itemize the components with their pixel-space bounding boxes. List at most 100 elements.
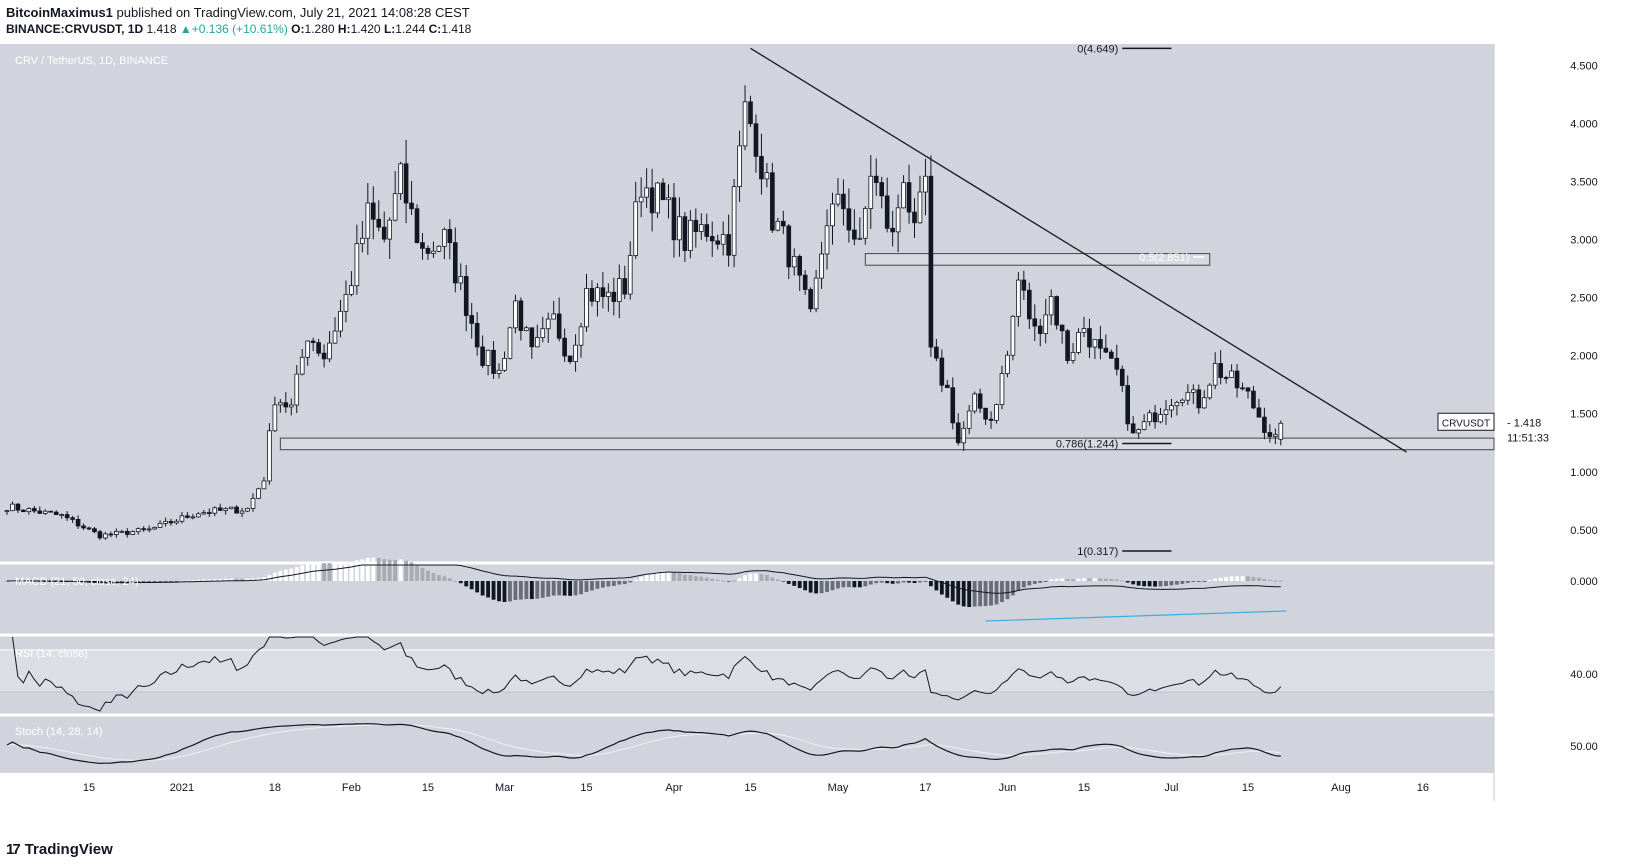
time-tick-label: 17 [919,782,931,794]
price-tick-label: 2.500 [1570,293,1598,305]
macd-histogram-bar [322,563,326,581]
price-axis[interactable]: 4.500 4.000 3.500 3.000 2.500 2.000 1.500 1.000… [1437,61,1598,537]
chart-canvas[interactable]: 0(4.649) 0.5(2.851) 0.786(1.244) 1(0.317) 4… [0,44,1627,833]
candle-body [890,227,895,233]
candle-body [1185,391,1191,401]
macd-histogram-bar [267,575,272,581]
candle-body [584,288,589,328]
macd-histogram-bar [469,581,474,590]
candle-body [185,515,190,518]
candle-body [622,278,628,295]
macd-histogram-bar [1032,581,1037,584]
candle-body [42,510,48,514]
macd-histogram-bar [365,557,370,581]
macd-histogram-bar [568,581,573,596]
candle-body [1016,279,1021,317]
candle-body [709,236,715,242]
macd-histogram-bar [846,581,851,588]
candle-body [649,187,655,214]
tradingview-logo-text: TradingView [24,841,113,858]
macd-histogram-bar [458,581,463,584]
candle-body [228,506,234,510]
price-tick-label: 0.500 [1570,525,1598,537]
candle-body [573,344,578,362]
candle-body [1240,387,1245,390]
fib-label-2: 0.786(1.244) [1056,438,1118,450]
macd-histogram-bar [1224,577,1229,581]
candle-body [666,197,671,201]
candle-body [545,318,551,330]
trendline-layer [750,47,1407,453]
macd-histogram-bar [1010,581,1015,596]
macd-histogram-bar [382,559,387,581]
candle-body [1021,279,1027,291]
price-tick-label: 4.000 [1570,119,1598,131]
price-tick-label: 4.500 [1570,61,1598,73]
time-axis-area [0,773,1627,801]
candle-body [813,277,819,310]
tradingview-logo[interactable]: 17 TradingView [6,841,113,858]
candle-body [567,355,573,362]
macd-histogram-bar [486,581,491,598]
high-value: 1.420 [350,22,381,36]
macd-histogram-bar [5,581,9,582]
macd-histogram-bar [524,581,529,600]
macd-histogram-bar [546,581,551,597]
macd-histogram-bar [1169,581,1174,586]
macd-histogram-bar [983,581,988,607]
time-axis[interactable]: 15 2021 18 Feb 15 Mar 15 Apr 15 May 17 Jun 15 Jul 15 Au… [83,782,1429,794]
macd-histogram-bar [868,581,873,585]
candle-body [950,387,956,424]
author-name[interactable]: BitcoinMaximus1 [6,5,113,20]
macd-histogram-bar [327,563,332,581]
candle-body [146,528,152,531]
time-tick-label: 15 [744,782,756,794]
candle-body [26,508,32,513]
macd-histogram-bar [475,581,480,593]
candle-body [496,369,502,374]
open-label: O: [291,22,305,36]
candle-body [846,208,852,231]
candle-body [906,182,912,213]
candle-body [1234,370,1240,389]
macd-histogram-bar [1229,576,1234,581]
macd-histogram-bar [1103,578,1108,581]
candle-body [92,528,97,533]
candle-body [611,291,617,302]
macd-histogram-bar [464,581,469,587]
macd-histogram-bar [584,581,589,592]
macd-axis-tick: 0.000 [1570,576,1598,588]
candle-body [360,237,365,245]
macd-histogram-bar [786,581,791,584]
macd-histogram-bar [201,579,206,581]
candle-body [677,216,682,241]
candle-body [977,393,983,409]
candle-body [425,247,431,254]
candle-body [108,533,114,536]
macd-histogram-bar [163,581,168,582]
candle-body [1119,368,1125,386]
macd-histogram-bar [1021,581,1026,588]
candle-body [600,287,606,297]
macd-histogram-bar [945,581,950,598]
candle-body [1076,331,1081,353]
fibonacci-layer: 0(4.649) 0.5(2.851) 0.786(1.244) 1(0.317) [1056,44,1205,558]
macd-histogram-bar [1065,579,1070,581]
macd-histogram-bar [672,572,676,581]
candle-body [857,237,863,240]
candle-body [1103,347,1109,353]
candle-body [239,510,245,514]
macd-histogram-bar [781,581,786,582]
macd-histogram-bar [1125,581,1130,583]
candle-body [474,322,480,348]
macd-histogram-bar [1251,576,1256,581]
candle-body [660,182,666,201]
macd-histogram-bar [972,581,977,607]
macd-histogram-bar [415,565,419,581]
candle-body [103,533,108,539]
candle-body [868,175,874,209]
macd-histogram-bar [518,581,523,600]
macd-histogram-bar [404,560,408,581]
tradingview-logo-icon: 17 [6,841,21,858]
candle-body [141,528,146,531]
